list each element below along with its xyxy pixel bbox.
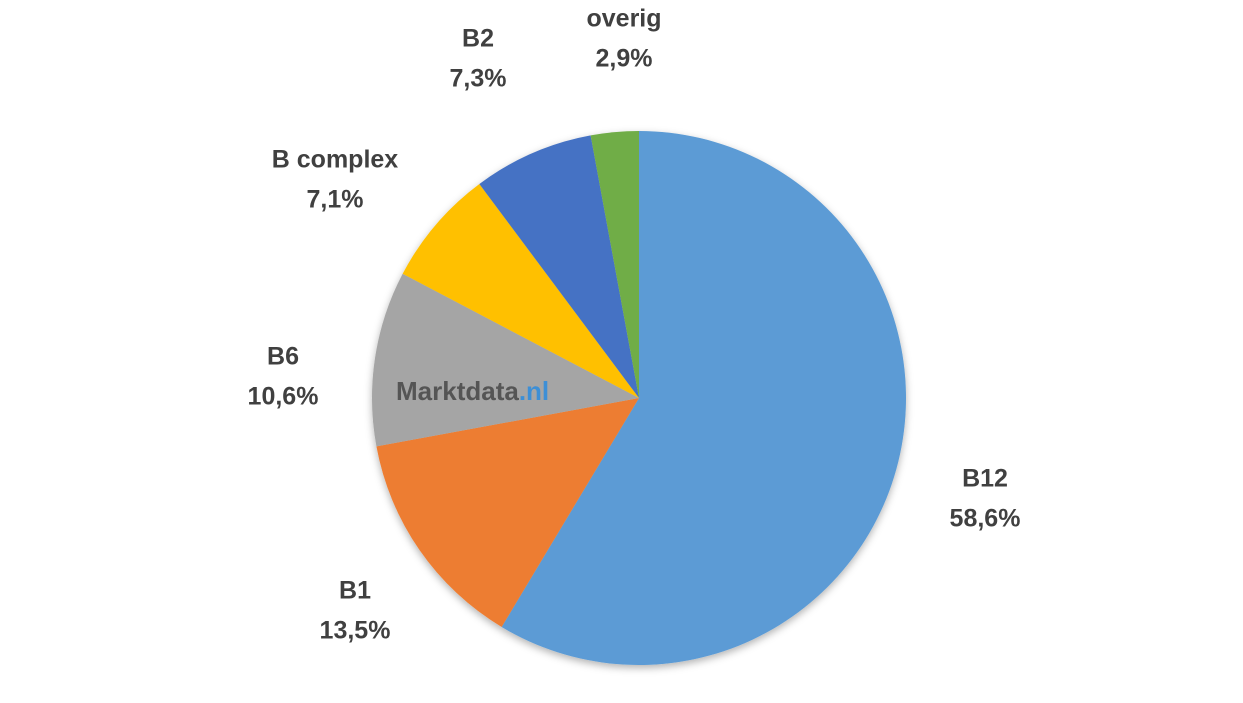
pie-slice	[479, 135, 639, 398]
slice-value-label: 10,6%	[248, 383, 319, 411]
watermark-name: Marktdata	[396, 376, 519, 406]
pie-slice	[501, 131, 907, 665]
pie	[372, 131, 907, 665]
pie-slice	[590, 131, 639, 398]
slice-category-label: overig	[586, 5, 661, 33]
pie-slice	[376, 398, 639, 627]
slice-value-label: 2,9%	[596, 45, 653, 73]
pie-slice	[402, 183, 639, 398]
pie-slice	[372, 273, 639, 447]
slice-value-label: 7,1%	[307, 186, 364, 214]
watermark-domain: .nl	[519, 376, 549, 406]
slice-value-label: 7,3%	[450, 65, 507, 93]
slice-category-label: B complex	[272, 146, 399, 174]
watermark: Marktdata.nl	[396, 376, 549, 406]
slice-category-label: B6	[267, 343, 299, 371]
slice-value-label: 58,6%	[950, 505, 1021, 533]
slice-value-label: 13,5%	[320, 617, 391, 645]
slice-category-label: B12	[962, 465, 1008, 493]
slice-category-label: B2	[462, 25, 494, 53]
slice-category-label: B1	[339, 577, 371, 605]
